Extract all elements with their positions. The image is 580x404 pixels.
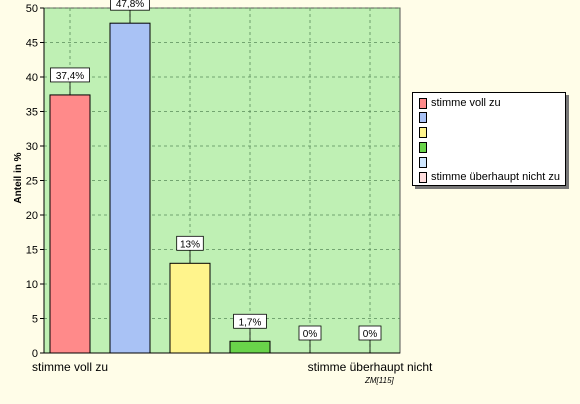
bar [169, 262, 211, 354]
legend-item [419, 155, 431, 169]
legend: stimme voll zu stimme überhaupt nicht zu [412, 92, 566, 186]
legend-item: stimme voll zu [419, 96, 501, 110]
y-axis-label: Anteil in % [13, 152, 24, 203]
legend-swatch [419, 156, 427, 168]
y-tick-label: 0 [32, 348, 38, 360]
y-axis: 0 5 10 15 20 25 30 35 40 45 50 [26, 3, 45, 360]
data-label: 1,7% [233, 313, 267, 342]
data-label-text: 0% [303, 329, 318, 340]
y-tick-label: 25 [26, 176, 38, 188]
data-label-text: 1,7% [239, 317, 262, 328]
y-tick-label: 45 [26, 38, 38, 50]
legend-swatch [419, 112, 427, 124]
legend-swatch [419, 171, 427, 183]
data-labels: 37,4% 47,8% 13% 1,7% 0% 0% [50, 0, 382, 353]
bar [229, 340, 271, 354]
data-label-text: 37,4% [56, 71, 84, 82]
y-tick-label: 20 [26, 210, 38, 222]
legend-item [419, 111, 431, 125]
legend-item: stimme überhaupt nicht zu [419, 170, 560, 184]
y-tick-label: 40 [26, 72, 38, 84]
x-axis: stimme voll zu stimme überhaupt nicht [32, 352, 433, 374]
data-label-box [50, 67, 90, 83]
bar [109, 22, 151, 354]
legend-item [419, 140, 431, 154]
bar [49, 94, 91, 354]
legend-swatch [419, 97, 427, 109]
footnote: ZM[115] [365, 376, 394, 385]
data-label: 0% [298, 325, 322, 353]
data-label-box [358, 325, 382, 341]
legend-label: stimme überhaupt nicht zu [431, 171, 561, 183]
data-label-box [110, 0, 150, 11]
data-label-box [233, 313, 267, 329]
data-label-text: 47,8% [116, 0, 144, 10]
legend-label: stimme voll zu [431, 97, 501, 109]
data-label-text: 13% [180, 239, 200, 250]
legend-item [419, 126, 431, 140]
data-label: 0% [358, 325, 382, 353]
data-label-box [298, 325, 322, 341]
data-label-text: 0% [363, 329, 378, 340]
y-tick-label: 30 [26, 141, 38, 153]
bars [49, 22, 271, 354]
x-tick-label: stimme voll zu [32, 360, 108, 374]
legend-swatch [419, 141, 427, 153]
x-tick-label: stimme überhaupt nicht [308, 360, 433, 374]
data-label: 47,8% [110, 0, 150, 24]
y-tick-label: 10 [26, 279, 38, 291]
gridlines [44, 7, 400, 353]
y-tick-label: 50 [26, 3, 38, 15]
data-label-box [176, 235, 204, 251]
y-tick-label: 15 [26, 245, 38, 257]
y-tick-label: 5 [32, 314, 38, 326]
y-tick-label: 35 [26, 107, 38, 119]
data-label: 37,4% [50, 67, 90, 95]
data-label: 13% [176, 235, 204, 264]
legend-swatch [419, 127, 427, 139]
